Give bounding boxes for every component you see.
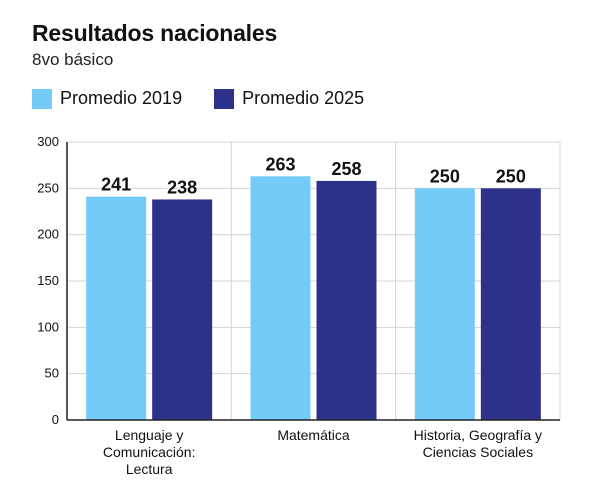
x-tick-label: Lenguaje y Comunicación: Lectura <box>103 427 196 477</box>
legend: Promedio 2019 Promedio 2025 <box>32 88 396 109</box>
y-tick-label: 50 <box>45 366 59 381</box>
bar-2025 <box>480 188 541 420</box>
bar-2019 <box>414 188 475 420</box>
data-label: 238 <box>167 177 197 197</box>
chart-title: Resultados nacionales <box>32 20 278 46</box>
y-tick-label: 200 <box>37 227 59 242</box>
x-tick-label-line: Matemática <box>277 427 350 443</box>
y-tick-label: 150 <box>37 273 59 288</box>
legend-swatch-2019 <box>32 88 52 109</box>
y-tick-label: 250 <box>37 180 59 195</box>
x-tick-label-line: Historia, Geografía y <box>414 427 542 443</box>
y-tick-label: 0 <box>52 412 59 427</box>
x-tick-label-line: Lenguaje y <box>115 427 184 443</box>
chart-subtitle: 8vo básico <box>32 50 114 69</box>
data-label: 250 <box>430 166 460 186</box>
legend-label-2019: Promedio 2019 <box>60 88 183 108</box>
x-tick-label-line: Comunicación: <box>103 444 196 460</box>
legend-item-2019: Promedio 2019 <box>32 88 182 109</box>
y-tick-label: 300 <box>37 134 59 149</box>
y-tick-label: 100 <box>37 319 59 334</box>
x-tick-label-line: Lectura <box>126 461 173 477</box>
x-tick-label: Matemática <box>277 427 350 443</box>
data-label: 241 <box>101 175 131 195</box>
data-label: 263 <box>265 154 295 174</box>
bar-2025 <box>152 199 213 420</box>
data-label: 258 <box>331 159 361 179</box>
legend-item-2025: Promedio 2025 <box>214 88 364 109</box>
x-tick-label-line: Ciencias Sociales <box>423 444 534 460</box>
x-tick-label: Historia, Geografía y Ciencias Sociales <box>414 427 542 460</box>
bar-2019 <box>250 176 311 420</box>
data-label: 250 <box>496 166 526 186</box>
legend-swatch-2025 <box>214 88 235 109</box>
bar-2019 <box>86 196 147 420</box>
bar-2025 <box>316 180 377 420</box>
legend-label-2025: Promedio 2025 <box>242 88 365 108</box>
